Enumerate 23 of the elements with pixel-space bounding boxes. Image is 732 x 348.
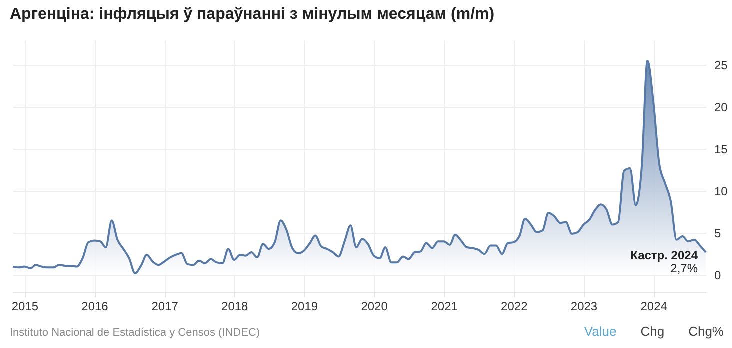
y-tick-label: 20 — [714, 100, 728, 115]
annotation: 2,7% — [670, 262, 698, 276]
x-tick-label: 2016 — [82, 300, 109, 314]
text: Chg — [640, 324, 665, 339]
x-tick-label: 2024 — [640, 300, 668, 314]
text: Chg% — [688, 324, 724, 339]
x-tick-label: 2018 — [222, 300, 249, 314]
y-tick-label: 10 — [714, 184, 728, 199]
x-tick-label: 2020 — [361, 300, 388, 314]
y-tick-label: 5 — [714, 226, 722, 241]
x-tick-label: 2019 — [291, 300, 318, 314]
annotation: Кастр. 2024 — [630, 248, 698, 263]
x-tick-label: 2017 — [152, 300, 179, 314]
y-tick-label: 0 — [714, 268, 722, 283]
x-tick-label: 2021 — [431, 300, 458, 314]
text: Instituto Nacional de Estadística y Censos (INDEC) — [10, 327, 260, 339]
x-tick-label: 2022 — [501, 300, 528, 314]
x-tick-label: 2023 — [570, 300, 598, 314]
text: Value — [584, 324, 617, 339]
chart-title: Аргенціна: інфляцыя ў параўнанні з мінулым месяцам (m/m) — [10, 6, 495, 24]
x-tick-label: 2015 — [12, 300, 39, 314]
y-tick-label: 25 — [714, 58, 728, 73]
y-tick-label: 15 — [714, 142, 728, 157]
